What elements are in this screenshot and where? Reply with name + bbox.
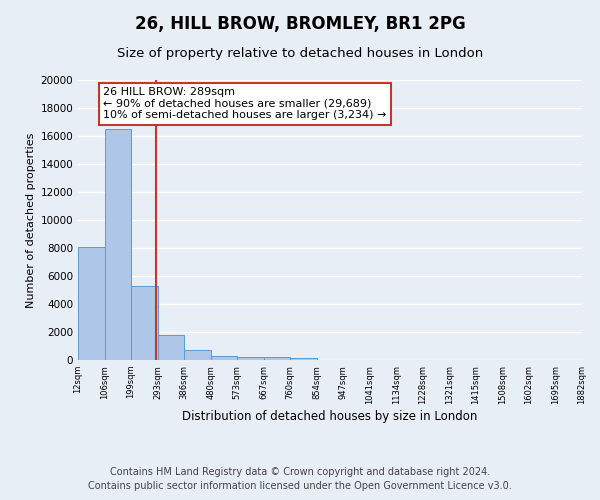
X-axis label: Distribution of detached houses by size in London: Distribution of detached houses by size … [182, 410, 478, 422]
Bar [290, 358, 317, 360]
Y-axis label: Number of detached properties: Number of detached properties [26, 132, 36, 308]
Bar [211, 356, 237, 360]
Bar [104, 129, 131, 360]
Bar [237, 356, 263, 360]
Bar [131, 286, 158, 360]
Text: 26, HILL BROW, BROMLEY, BR1 2PG: 26, HILL BROW, BROMLEY, BR1 2PG [134, 15, 466, 33]
Text: Size of property relative to detached houses in London: Size of property relative to detached ho… [117, 48, 483, 60]
Bar [78, 246, 104, 360]
Bar [158, 335, 184, 360]
Text: Contains HM Land Registry data © Crown copyright and database right 2024.
Contai: Contains HM Land Registry data © Crown c… [88, 467, 512, 491]
Bar [184, 350, 211, 360]
Text: 26 HILL BROW: 289sqm
← 90% of detached houses are smaller (29,689)
10% of semi-d: 26 HILL BROW: 289sqm ← 90% of detached h… [103, 87, 386, 120]
Bar [263, 357, 290, 360]
